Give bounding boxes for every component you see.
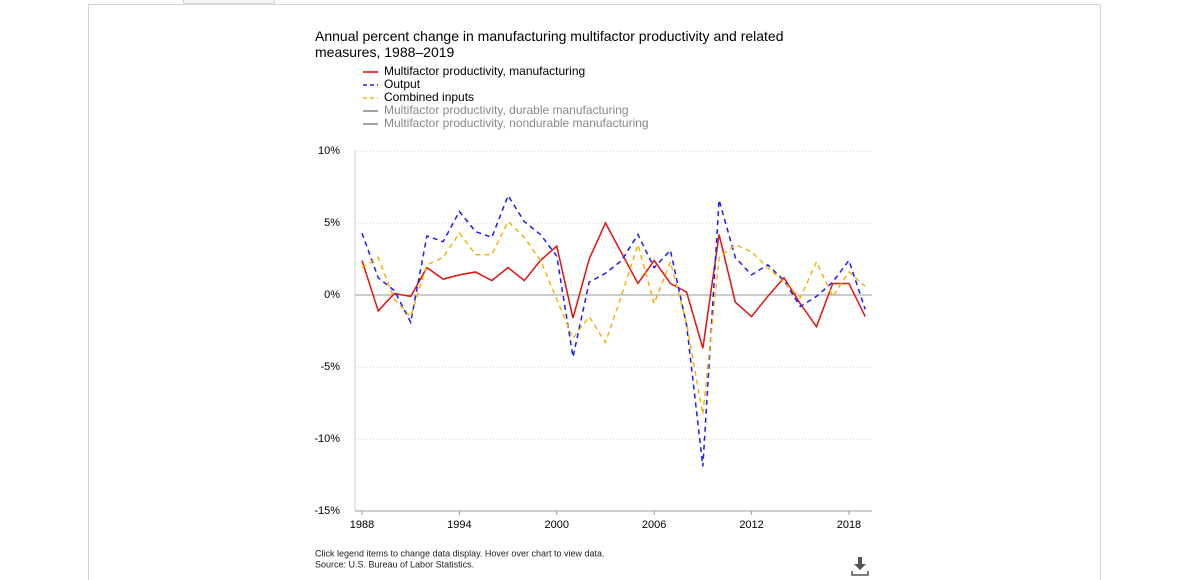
legend-label[interactable]: Combined inputs <box>384 90 474 104</box>
series-line <box>361 221 866 349</box>
legend-label[interactable]: Output <box>384 77 421 91</box>
footnote: Click legend items to change data displa… <box>315 548 604 558</box>
chart-title: Annual percent change in manufacturing m… <box>315 28 784 60</box>
x-tick-label: 2006 <box>642 519 666 531</box>
download-icon[interactable] <box>851 557 869 576</box>
legend-label[interactable]: Multifactor productivity, manufacturing <box>384 64 585 78</box>
y-tick-label: -5% <box>320 361 340 373</box>
y-tick-label: -10% <box>314 433 340 445</box>
x-tick-label: 2018 <box>837 519 861 531</box>
legend-label[interactable]: Multifactor productivity, nondurable man… <box>384 116 649 130</box>
y-tick-label: 10% <box>318 145 340 157</box>
footnote: Source: U.S. Bureau of Labor Statistics. <box>315 559 474 569</box>
y-tick-label: -15% <box>314 505 340 517</box>
x-tick-label: 1994 <box>447 519 471 531</box>
series-line <box>361 220 866 415</box>
panel <box>88 4 1101 580</box>
y-tick-label: 5% <box>324 217 340 229</box>
x-tick-label: 2012 <box>739 519 763 531</box>
series-line <box>361 193 866 467</box>
tab[interactable] <box>183 0 275 4</box>
legend-label[interactable]: Multifactor productivity, durable manufa… <box>384 103 629 117</box>
x-tick-label: 2000 <box>545 519 569 531</box>
y-tick-label: 0% <box>324 289 340 301</box>
x-tick-label: 1988 <box>350 519 374 531</box>
